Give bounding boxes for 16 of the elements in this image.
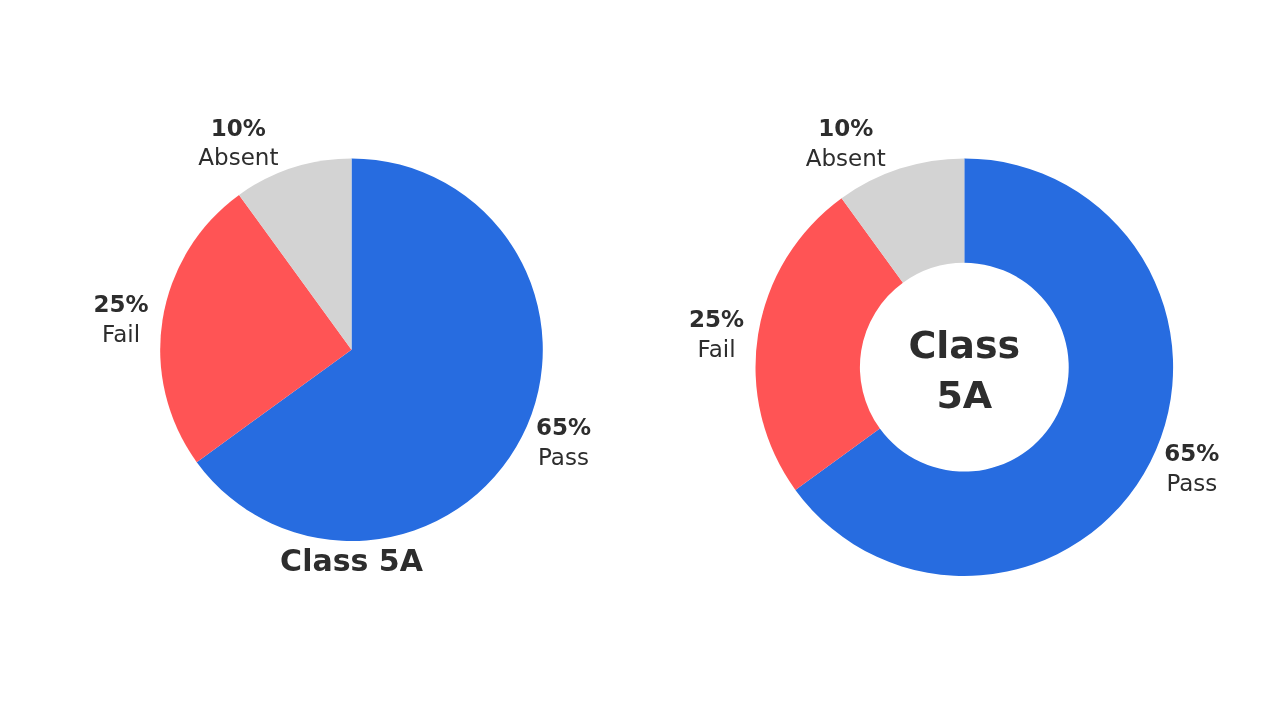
data-label: 65% xyxy=(535,414,591,441)
slice-label: Absent xyxy=(198,144,279,171)
slice-label: Fail xyxy=(697,335,736,362)
slice-label: Absent xyxy=(805,145,886,172)
data-label: 10% xyxy=(210,114,266,141)
data-label: 25% xyxy=(689,305,745,332)
text: Class 5A xyxy=(908,323,1021,417)
pie-slice xyxy=(160,194,352,463)
data-label: 25% xyxy=(93,291,149,318)
donut-slice xyxy=(755,198,903,490)
data-label: 10% xyxy=(818,115,874,142)
data-label: 65% xyxy=(1164,439,1220,466)
slice-label: Fail xyxy=(102,321,141,348)
slice-label: Pass xyxy=(538,444,589,471)
text: Class 5A xyxy=(280,543,424,578)
slice-label: Pass xyxy=(1166,469,1218,496)
